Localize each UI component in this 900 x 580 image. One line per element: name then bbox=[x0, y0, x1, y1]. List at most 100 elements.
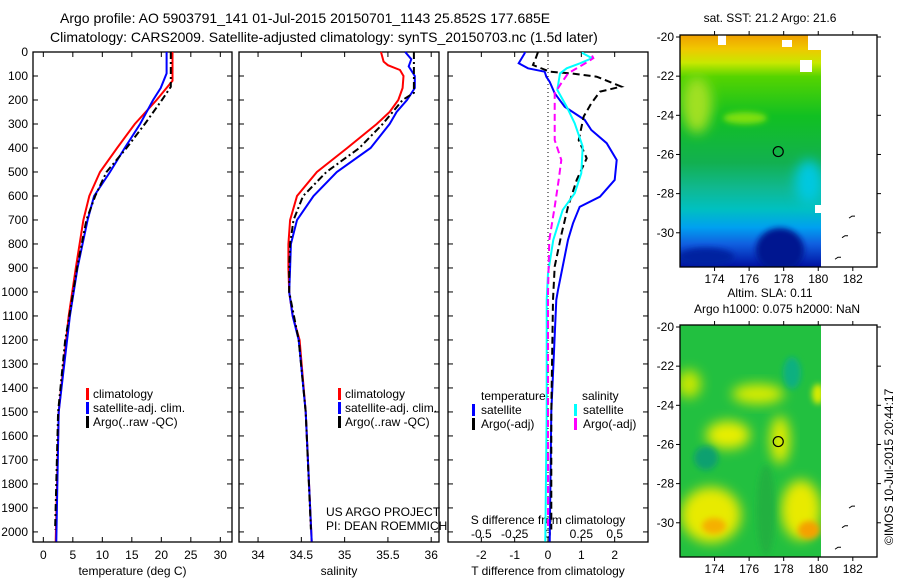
x-tick-label: 35 bbox=[338, 548, 352, 562]
lat-tick-label: -30 bbox=[657, 226, 675, 240]
lat-tick-label: -24 bbox=[657, 108, 675, 122]
legend-swatch bbox=[472, 404, 475, 416]
x-tick-label: -1 bbox=[509, 548, 520, 562]
y-tick-label: 500 bbox=[8, 165, 28, 179]
x2-tick-label: -0.25 bbox=[501, 527, 529, 541]
series-line-temperature-satellite bbox=[517, 52, 618, 542]
series-line-satellite-adj-clim- bbox=[288, 51, 416, 542]
lon-tick-label: 174 bbox=[705, 562, 725, 576]
y-tick-label: 700 bbox=[8, 213, 28, 227]
legend-label: climatology bbox=[93, 387, 153, 401]
y-tick-label: 1100 bbox=[2, 309, 28, 323]
y-tick-label: 2000 bbox=[1, 525, 28, 539]
y-tick-label: 1800 bbox=[1, 477, 28, 491]
y-tick-label: 0 bbox=[21, 45, 28, 59]
lon-tick-label: 174 bbox=[705, 272, 725, 286]
series-line-argo-raw-qc- bbox=[288, 52, 415, 530]
sla-map-image bbox=[680, 325, 821, 557]
island-coastline bbox=[841, 525, 848, 529]
sst-map-panel: -20 -22 -24 -26 -28 -30 174 176 178 180 182 sat. SS… bbox=[657, 11, 881, 286]
lon-tick-label: 182 bbox=[843, 562, 863, 576]
lon-tick-label: 180 bbox=[808, 272, 828, 286]
lon-tick-label: 180 bbox=[808, 562, 828, 576]
project-credit: US ARGO PROJECT bbox=[326, 505, 441, 519]
argo-float-location-marker bbox=[772, 145, 784, 158]
figure-title-line1: Argo profile: AO 5903791_141 01-Jul-2015… bbox=[60, 10, 550, 26]
y-tick-label: 1900 bbox=[1, 501, 28, 515]
legend-label: satellite bbox=[583, 403, 624, 417]
x-tick-label: 34 bbox=[251, 548, 265, 562]
legend-swatch bbox=[472, 418, 475, 430]
legend-label: satellite-adj. clim. bbox=[93, 401, 185, 415]
y-tick-label: 300 bbox=[8, 117, 28, 131]
x-tick-label: 2 bbox=[611, 548, 618, 562]
x2-tick-label: -0.5 bbox=[471, 527, 492, 541]
x-axis-label: temperature (deg C) bbox=[78, 564, 186, 578]
y-tick-label: 800 bbox=[8, 237, 28, 251]
lat-tick-label: -20 bbox=[657, 320, 675, 334]
legend-swatch bbox=[574, 404, 577, 416]
series-line-temperature-argo-adj- bbox=[531, 51, 625, 530]
y-tick-label: 1300 bbox=[1, 357, 28, 371]
legend-header-salinity: salinity bbox=[582, 389, 619, 403]
legend-swatch bbox=[338, 402, 341, 414]
y-tick-label: 900 bbox=[8, 261, 28, 275]
legend-label: Argo(-adj) bbox=[481, 417, 534, 431]
island-coastline bbox=[841, 235, 848, 239]
temperature-profile-panel: 0100200300400500600700800900100011001200… bbox=[1, 45, 233, 578]
x-tick-label: 10 bbox=[96, 548, 110, 562]
legend-label: Argo(-adj) bbox=[583, 417, 636, 431]
lon-tick-label: 178 bbox=[774, 562, 794, 576]
legend-label: Argo(..raw -QC) bbox=[345, 415, 430, 429]
y-tick-label: 1000 bbox=[1, 285, 28, 299]
legend-swatch bbox=[338, 388, 341, 400]
argo-float-location-marker bbox=[772, 435, 784, 448]
y-tick-label: 1500 bbox=[1, 405, 28, 419]
imos-timestamp: ©IMOS 10-Jul-2015 20:44:17 bbox=[882, 388, 896, 545]
x-tick-label: 5 bbox=[69, 548, 76, 562]
y-tick-label: 200 bbox=[8, 93, 28, 107]
lat-tick-label: -28 bbox=[657, 477, 675, 491]
legend-label: satellite-adj. clim. bbox=[345, 401, 437, 415]
x-axis-label: T difference from climatology bbox=[471, 564, 625, 578]
legend-header-temperature: temperature bbox=[481, 389, 546, 403]
lat-tick-label: -24 bbox=[657, 398, 675, 412]
y-tick-label: 1600 bbox=[1, 429, 28, 443]
lat-tick-label: -22 bbox=[657, 69, 675, 83]
x-tick-label: 25 bbox=[184, 548, 198, 562]
map-title: Altim. SLA: 0.11 bbox=[727, 286, 812, 300]
map-frame bbox=[679, 34, 878, 268]
y-tick-label: 100 bbox=[8, 69, 28, 83]
x2-tick-label: 0.5 bbox=[606, 527, 623, 541]
legend-swatch bbox=[86, 388, 89, 400]
island-coastline bbox=[834, 256, 841, 260]
x2-tick-label: 0.25 bbox=[570, 527, 594, 541]
x-axis-label: salinity bbox=[321, 564, 358, 578]
island-coastline bbox=[834, 546, 841, 550]
salinity-profile-panel: 34 34.5 35 35.5 36 salinity climatologysatelli… bbox=[238, 51, 440, 578]
lat-tick-label: -28 bbox=[657, 187, 675, 201]
map-title: sat. SST: 21.2 Argo: 21.6 bbox=[704, 11, 837, 25]
legend-label: satellite bbox=[481, 403, 522, 417]
x-tick-label: 34.5 bbox=[290, 548, 314, 562]
x-tick-label: 1 bbox=[578, 548, 585, 562]
x-tick-label: 36 bbox=[425, 548, 439, 562]
lon-tick-label: 182 bbox=[843, 272, 863, 286]
y-tick-label: 1400 bbox=[1, 381, 28, 395]
map-subtitle: Argo h1000: 0.075 h2000: NaN bbox=[694, 302, 860, 316]
axes-box bbox=[238, 51, 440, 543]
series-line-argo-raw-qc- bbox=[54, 52, 172, 530]
legend-swatch bbox=[338, 416, 341, 428]
sst-map-image bbox=[680, 35, 821, 267]
y-tick-label: 1700 bbox=[1, 453, 28, 467]
lon-tick-label: 176 bbox=[739, 272, 759, 286]
pi-credit: PI: DEAN ROEMMICH bbox=[326, 519, 447, 533]
y-tick-label: 600 bbox=[8, 189, 28, 203]
x-tick-label: 0 bbox=[545, 548, 552, 562]
lat-tick-label: -30 bbox=[657, 516, 675, 530]
sla-map-panel: -20 -22 -24 -26 -28 -30 174 176 178 180 182 Altim. … bbox=[657, 286, 881, 576]
legend-swatch bbox=[86, 402, 89, 414]
